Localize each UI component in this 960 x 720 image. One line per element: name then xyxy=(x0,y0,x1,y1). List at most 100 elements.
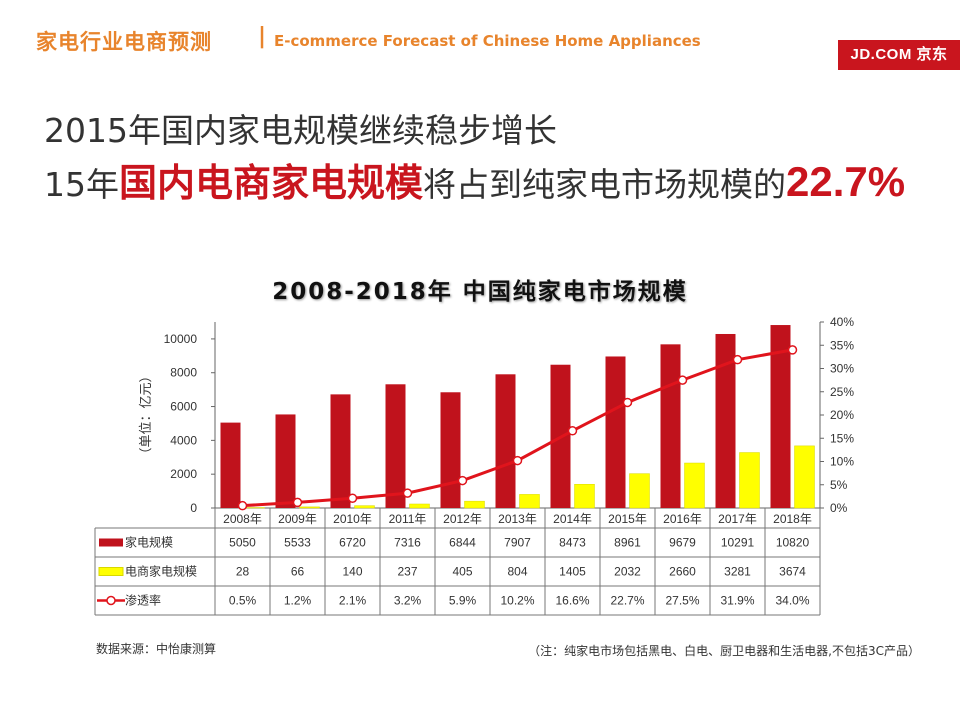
y2-tick-label: 10% xyxy=(830,455,854,469)
data-label: 7907 xyxy=(504,536,531,550)
point-penetration-rate xyxy=(622,397,633,408)
data-label: 237 xyxy=(397,565,417,579)
headline-line1: 2015年国内家电规模继续稳步增长 xyxy=(44,111,557,150)
header-separator: | xyxy=(258,24,267,49)
data-label: 28 xyxy=(236,565,250,579)
point-penetration-rate xyxy=(292,497,303,508)
bar-home-appliance xyxy=(440,392,461,508)
data-label: 3281 xyxy=(724,565,751,579)
bar-home-appliance xyxy=(330,394,351,508)
headline-prefix: 15年 xyxy=(44,165,119,204)
legend-label: 家电规模 xyxy=(125,535,173,550)
category-label: 2017年 xyxy=(718,512,757,526)
bar-ecommerce xyxy=(794,445,815,509)
y2-tick-label: 30% xyxy=(830,362,854,376)
chart-title: 2008-2018年 中国纯家电市场规模 xyxy=(272,279,688,305)
y-tick-label: 2000 xyxy=(170,467,197,481)
y-tick-label: 6000 xyxy=(170,400,197,414)
y2-tick-label: 25% xyxy=(830,385,854,399)
legend-label: 渗透率 xyxy=(125,593,161,608)
bar-ecommerce xyxy=(409,503,430,509)
data-label: 0.5% xyxy=(229,594,257,608)
headline-middle: 将占到纯家电市场规模的 xyxy=(423,165,787,204)
y-tick-label: 10000 xyxy=(164,332,198,346)
bar-ecommerce xyxy=(739,452,760,509)
data-label: 1.2% xyxy=(284,594,312,608)
bar-ecommerce xyxy=(629,473,650,509)
category-label: 2010年 xyxy=(333,512,372,526)
data-label: 2032 xyxy=(614,565,641,579)
data-label: 34.0% xyxy=(775,594,809,608)
data-label: 10820 xyxy=(776,536,810,550)
bar-home-appliance xyxy=(660,344,681,508)
bar-home-appliance xyxy=(385,384,406,508)
data-label: 22.7% xyxy=(610,594,644,608)
data-label: 8961 xyxy=(614,536,641,550)
y-tick-label: 0 xyxy=(190,501,197,515)
legend-key xyxy=(99,538,123,547)
bar-ecommerce xyxy=(299,506,320,509)
category-label: 2009年 xyxy=(278,512,317,526)
header-title: 家电行业电商预测 xyxy=(36,30,212,54)
legend-key xyxy=(98,567,124,576)
y2-tick-label: 0% xyxy=(830,501,848,515)
category-label: 2008年 xyxy=(223,512,262,526)
data-label: 405 xyxy=(452,565,472,579)
point-penetration-rate xyxy=(787,345,798,355)
y2-tick-label: 5% xyxy=(830,478,848,492)
header-subtitle: E-commerce Forecast of Chinese Home Appl… xyxy=(274,32,701,50)
line-penetration-rate xyxy=(242,348,793,508)
headline-highlight: 国内电商家电规模 xyxy=(119,161,424,205)
point-penetration-rate xyxy=(567,426,578,436)
data-label: 10.2% xyxy=(500,594,534,608)
data-label: 2.1% xyxy=(339,594,367,608)
data-label: 3674 xyxy=(779,565,806,579)
data-label: 5050 xyxy=(229,536,256,550)
data-label: 140 xyxy=(342,565,362,579)
bar-home-appliance xyxy=(220,422,241,508)
point-penetration-rate xyxy=(512,455,523,466)
data-label: 31.9% xyxy=(720,594,754,608)
bar-ecommerce xyxy=(574,483,595,509)
category-label: 2018年 xyxy=(773,512,812,526)
y2-tick-label: 40% xyxy=(830,315,854,329)
bar-home-appliance xyxy=(770,325,791,508)
data-label: 3.2% xyxy=(394,594,422,608)
data-label: 1405 xyxy=(559,565,586,579)
category-label: 2015年 xyxy=(608,512,647,526)
jd-logo[interactable]: JD.COM 京东 xyxy=(838,40,960,70)
category-label: 2014年 xyxy=(553,512,592,526)
data-label: 804 xyxy=(507,565,527,579)
data-label: 66 xyxy=(291,565,305,579)
point-penetration-rate xyxy=(677,375,688,385)
bar-ecommerce xyxy=(244,507,265,509)
point-penetration-rate xyxy=(732,354,743,365)
data-label: 8473 xyxy=(559,536,586,550)
bar-ecommerce xyxy=(519,494,540,509)
headline-value: 22.7% xyxy=(786,158,906,205)
point-penetration-rate xyxy=(237,500,248,511)
category-label: 2011年 xyxy=(389,512,427,526)
y-tick-label: 8000 xyxy=(170,366,197,380)
data-source: 数据来源：中怡康测算 xyxy=(96,642,217,656)
bar-ecommerce xyxy=(464,500,485,509)
data-label: 10291 xyxy=(721,536,755,550)
data-label: 2660 xyxy=(669,565,696,579)
data-label: 9679 xyxy=(669,536,696,550)
market-size-chart: 0 2000 4000 6000 8000 10000 0% 5% 10% 15% 20% 25% 30… xyxy=(94,315,854,616)
data-label: 5.9% xyxy=(449,594,477,608)
bar-home-appliance xyxy=(715,333,736,508)
y-axis-label: （单位：亿元） xyxy=(138,369,153,460)
point-penetration-rate xyxy=(402,488,413,498)
headline-line2: 15年国内电商家电规模将占到纯家电市场规模的22.7% xyxy=(44,152,905,207)
y2-tick-label: 15% xyxy=(830,431,854,445)
footnote: （注：纯家电市场包括黑电、白电、厨卫电器和生活电器,不包括3C产品） xyxy=(528,644,920,658)
bar-home-appliance xyxy=(605,356,626,508)
y2-tick-label: 35% xyxy=(830,338,854,352)
category-label: 2013年 xyxy=(498,512,537,526)
bar-home-appliance xyxy=(495,374,516,508)
bar-home-appliance xyxy=(275,414,296,508)
category-label: 2012年 xyxy=(443,512,482,526)
bar-ecommerce xyxy=(684,462,705,509)
data-label: 7316 xyxy=(394,536,421,550)
